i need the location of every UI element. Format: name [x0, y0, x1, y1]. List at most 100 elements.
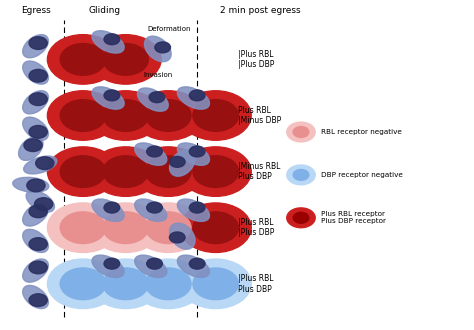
Ellipse shape — [13, 177, 49, 192]
Ellipse shape — [23, 91, 48, 114]
Text: Gliding: Gliding — [88, 6, 120, 15]
Text: |Minus RBL
Plus DBP: |Minus RBL Plus DBP — [238, 162, 280, 181]
Circle shape — [29, 69, 47, 82]
Ellipse shape — [26, 190, 55, 212]
Ellipse shape — [23, 285, 48, 309]
Ellipse shape — [23, 259, 48, 282]
Circle shape — [189, 258, 205, 269]
Circle shape — [24, 139, 42, 151]
Ellipse shape — [177, 199, 210, 221]
Circle shape — [29, 125, 47, 138]
Circle shape — [29, 261, 47, 274]
Circle shape — [133, 147, 204, 196]
Circle shape — [293, 127, 309, 137]
Ellipse shape — [23, 203, 48, 226]
Circle shape — [27, 179, 45, 192]
Text: Deformation: Deformation — [147, 26, 191, 32]
Circle shape — [133, 91, 204, 140]
Circle shape — [47, 91, 118, 140]
Circle shape — [146, 268, 191, 300]
Circle shape — [287, 165, 315, 185]
Circle shape — [287, 208, 315, 228]
Circle shape — [104, 34, 119, 45]
Circle shape — [47, 147, 118, 196]
Circle shape — [293, 213, 309, 223]
Circle shape — [180, 91, 251, 140]
Ellipse shape — [135, 199, 167, 221]
Ellipse shape — [92, 199, 124, 221]
Ellipse shape — [135, 255, 167, 278]
Ellipse shape — [92, 31, 124, 53]
Text: Plus RBL
|Minus DBP: Plus RBL |Minus DBP — [238, 106, 281, 125]
Circle shape — [189, 202, 205, 213]
Circle shape — [60, 156, 106, 187]
Circle shape — [60, 44, 106, 75]
Ellipse shape — [24, 156, 57, 174]
Text: Invasion: Invasion — [143, 72, 173, 78]
Circle shape — [90, 91, 161, 140]
Circle shape — [146, 258, 162, 269]
Ellipse shape — [18, 137, 43, 160]
Circle shape — [103, 156, 148, 187]
Circle shape — [90, 203, 161, 252]
Circle shape — [90, 147, 161, 196]
Circle shape — [169, 156, 185, 167]
Circle shape — [169, 232, 185, 243]
Ellipse shape — [23, 35, 48, 58]
Circle shape — [104, 90, 119, 101]
Ellipse shape — [145, 36, 171, 62]
Circle shape — [180, 203, 251, 252]
Text: RBL receptor negative: RBL receptor negative — [321, 129, 402, 135]
Circle shape — [133, 259, 204, 309]
Circle shape — [287, 122, 315, 142]
Ellipse shape — [92, 255, 124, 278]
Text: |Plus RBL
|Plus DBP: |Plus RBL |Plus DBP — [238, 218, 274, 237]
Circle shape — [146, 202, 162, 213]
Circle shape — [35, 198, 53, 211]
Circle shape — [193, 268, 238, 300]
Ellipse shape — [23, 61, 48, 84]
Circle shape — [29, 294, 47, 307]
Circle shape — [149, 92, 165, 103]
Circle shape — [60, 100, 106, 131]
Circle shape — [104, 258, 119, 269]
Ellipse shape — [177, 143, 210, 165]
Ellipse shape — [92, 87, 124, 109]
Circle shape — [193, 212, 238, 244]
Ellipse shape — [23, 117, 48, 140]
Ellipse shape — [23, 229, 48, 252]
Circle shape — [90, 259, 161, 309]
Circle shape — [146, 156, 191, 187]
Text: DBP receptor negative: DBP receptor negative — [321, 172, 403, 178]
Circle shape — [47, 259, 118, 309]
Ellipse shape — [170, 150, 195, 176]
Ellipse shape — [135, 143, 167, 165]
Ellipse shape — [137, 88, 168, 111]
Circle shape — [193, 100, 238, 131]
Circle shape — [189, 146, 205, 157]
Circle shape — [47, 35, 118, 84]
Circle shape — [36, 157, 54, 170]
Circle shape — [155, 42, 171, 53]
Text: |Plus RBL
Plus DBP: |Plus RBL Plus DBP — [238, 274, 273, 293]
Circle shape — [60, 212, 106, 244]
Circle shape — [29, 37, 47, 50]
Circle shape — [293, 170, 309, 180]
Text: Egress: Egress — [21, 6, 50, 15]
Text: Plus RBL receptor
Plus DBP receptor: Plus RBL receptor Plus DBP receptor — [321, 211, 386, 224]
Circle shape — [103, 100, 148, 131]
Circle shape — [47, 203, 118, 252]
Circle shape — [103, 212, 148, 244]
Text: |Plus RBL
|Plus DBP: |Plus RBL |Plus DBP — [238, 50, 274, 69]
Circle shape — [60, 268, 106, 300]
Circle shape — [29, 93, 47, 106]
Circle shape — [189, 90, 205, 101]
Circle shape — [103, 44, 148, 75]
Text: 2 min post egress: 2 min post egress — [220, 6, 301, 15]
Circle shape — [29, 238, 47, 250]
Circle shape — [146, 212, 191, 244]
Circle shape — [146, 146, 162, 157]
Circle shape — [193, 156, 238, 187]
Ellipse shape — [170, 223, 195, 249]
Ellipse shape — [177, 87, 210, 109]
